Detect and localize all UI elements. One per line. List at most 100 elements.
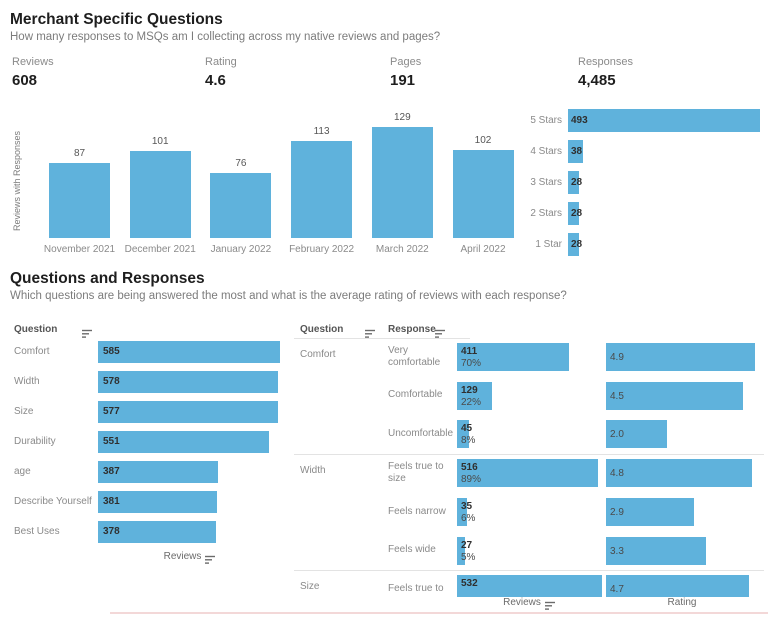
bar[interactable] [49,163,110,238]
rating-bar[interactable] [606,343,755,371]
kpi-value: 608 [12,72,38,89]
bar-value-label: 113 [313,126,330,137]
reviews-by-month-chart: Reviews with Responses 87 November 2021 101… [10,108,532,258]
star-bar-value: 28 [571,208,583,219]
rating-bar[interactable] [606,381,743,410]
kpi-value: 191 [390,72,416,89]
responses-and-ratings-chart: Question Response Comfort Very comfortable 4… [290,320,768,597]
bar[interactable] [371,127,433,238]
rating-bar[interactable] [606,575,749,597]
reviews-bar-value: 129 [461,384,478,396]
question-bar[interactable] [98,461,218,483]
reviews-bar[interactable] [457,459,598,488]
reviews-bar-value: 516 [461,462,478,474]
bar-value-label: 101 [151,136,169,147]
rating-bar-value: 4.7 [610,584,624,596]
star-bar[interactable] [568,233,579,256]
sort-icon[interactable] [544,598,556,610]
star-bar[interactable] [568,140,583,163]
question-row-label: age [14,466,31,477]
response-row-label: Uncomfortable [388,428,454,440]
question-group-label: Comfort [300,349,336,360]
response-row-label: Feels true to size [388,460,444,485]
bar-value-label: 102 [474,135,492,146]
star-row-label: 4 Stars [530,146,562,157]
rating-bar[interactable] [606,497,694,526]
response-row-label: Feels narrow [388,505,446,517]
kpi-responses: Responses 4,485 [578,56,633,89]
star-bar[interactable] [568,171,579,194]
group-divider [294,453,764,455]
star-bar-value: 28 [571,239,583,250]
x-axis-tick-label: March 2022 [375,244,429,255]
star-row-label: 1 Star [535,239,562,250]
reviews-bar[interactable] [457,536,465,565]
question-group-label: Width [300,465,326,477]
rating-bar[interactable] [606,420,667,449]
sort-icon[interactable] [205,552,216,564]
x-axis-tick-label: February 2022 [289,244,355,255]
sort-icon[interactable] [435,326,446,338]
star-bar[interactable] [568,202,579,225]
bar[interactable] [129,151,191,238]
reviews-bar-value: 35 [461,500,473,512]
question-bar[interactable] [98,431,269,453]
star-row-label: 3 Stars [530,177,562,188]
bar-value-label: 129 [393,112,411,123]
reviews-bar[interactable] [457,575,602,597]
bar-value-label: 76 [235,158,247,169]
question-bar-value: 578 [103,376,120,387]
question-bar[interactable] [98,491,217,513]
question-bar[interactable] [98,521,216,543]
kpi-value: 4,485 [578,72,616,89]
rating-bar-value: 4.9 [610,352,624,363]
sort-icon[interactable] [365,326,376,338]
question-bar[interactable] [98,401,278,423]
question-bar-value: 381 [103,496,120,507]
bar[interactable] [452,150,514,238]
reviews-bar-value: 532 [461,578,478,590]
reviews-bar[interactable] [457,381,492,410]
reviews-bar-pct: 89% [461,474,482,486]
section-subtitle-questions: Which questions are being answered the m… [10,290,567,302]
x-axis-tick-label: January 2022 [210,244,272,255]
bar-value-label: 87 [73,148,86,159]
sort-icon[interactable] [82,326,93,338]
kpi-pages: Pages 191 [390,56,421,89]
section-subtitle-merchant: How many responses to MSQs am I collecti… [10,31,441,43]
bar[interactable] [291,141,353,238]
x-axis-tick-label: December 2021 [124,244,196,255]
reviews-by-question-chart: Question Comfort 585 Width 578 Size 577 Durabil… [10,322,290,568]
star-row-label: 5 Stars [530,115,562,126]
section-title-merchant: Merchant Specific Questions [10,11,223,28]
question-row-label: Width [14,376,40,387]
x-axis-label-text: Reviews [163,551,202,562]
star-bar[interactable] [568,109,760,132]
reviews-bar[interactable] [457,497,467,526]
reviews-bar-pct: 6% [461,512,476,524]
rating-bar[interactable] [606,536,706,565]
question-bar[interactable] [98,341,280,363]
bar[interactable] [210,173,272,238]
reviews-bar-value: 411 [461,346,478,357]
response-row-label: Comfortable [388,389,443,401]
kpi-value: 4.6 [205,72,226,89]
column-header-response: Response [388,324,436,335]
star-row-label: 2 Stars [530,208,562,219]
rating-bar-value: 3.3 [610,545,624,557]
question-row-label: Best Uses [14,526,60,537]
star-bar-value: 38 [571,146,583,157]
question-bar[interactable] [98,371,278,393]
reviews-bar[interactable] [457,343,569,371]
x-axis-tick-label: April 2022 [460,244,506,255]
y-axis-label: Reviews with Responses [12,130,22,232]
kpi-label: Rating [205,56,237,68]
reviews-bar[interactable] [457,420,469,449]
reviews-bar-pct: 5% [461,551,476,563]
x-axis-label-text: Reviews [503,597,541,608]
question-bar-value: 551 [103,436,120,447]
rating-bar[interactable] [606,459,752,488]
x-axis-label-reviews: Reviews [98,551,282,564]
rating-bar-value: 4.8 [610,468,624,480]
rating-bar-value: 4.5 [610,390,624,402]
